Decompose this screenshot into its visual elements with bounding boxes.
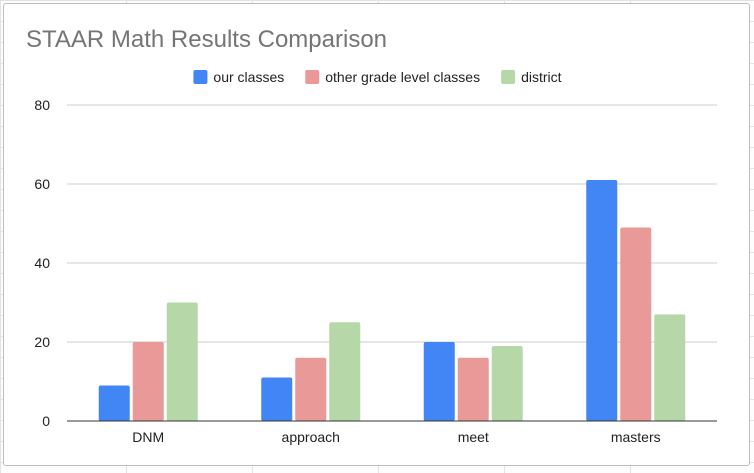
bar-our-classes-dnm[interactable] [98,385,130,421]
x-tick-label-masters: masters [611,429,661,445]
y-tick-label: 20 [34,334,50,350]
legend-item-district[interactable]: district [501,69,562,85]
x-tick-label-meet: meet [458,429,489,445]
y-tick-label: 40 [34,255,50,271]
y-tick-label: 80 [34,97,50,113]
legend-label: our classes [213,69,284,85]
bar-district-approach[interactable] [329,322,361,421]
legend-swatch [501,70,516,84]
legend-label: district [521,69,562,85]
bar-other-grade-level-classes-meet[interactable] [457,357,489,421]
bar-district-masters[interactable] [654,314,686,421]
bar-district-meet[interactable] [491,345,523,421]
y-axis-ticks: 0 20 40 60 80 [34,97,50,429]
bar-our-classes-approach[interactable] [261,377,293,421]
legend-item-other-grade-level-classes[interactable]: other grade level classes [305,69,480,85]
legend-swatch [305,70,320,84]
y-tick-label: 0 [42,413,50,429]
bar-chart: STAAR Math Results Comparison our classe… [26,26,717,445]
legend-item-our-classes[interactable]: our classes [193,69,284,85]
x-tick-label-approach: approach [282,429,340,445]
bar-district-dnm[interactable] [166,302,198,422]
bar-other-grade-level-classes-masters[interactable] [620,227,652,421]
bar-our-classes-meet[interactable] [423,342,455,421]
x-axis-labels: DNM approach meet masters [132,429,660,445]
chart-title: STAAR Math Results Comparison [26,26,387,53]
gridlines [67,104,717,343]
bars [98,180,686,422]
legend-swatch [193,70,208,84]
bar-our-classes-masters[interactable] [586,180,618,421]
bar-other-grade-level-classes-dnm[interactable] [132,342,164,421]
legend: our classes other grade level classes dist… [193,69,562,85]
x-tick-label-dnm: DNM [132,429,164,445]
chart-card[interactable]: STAAR Math Results Comparison our classe… [3,3,750,466]
legend-label: other grade level classes [325,69,480,85]
y-tick-label: 60 [34,176,50,192]
bar-other-grade-level-classes-approach[interactable] [295,357,327,421]
